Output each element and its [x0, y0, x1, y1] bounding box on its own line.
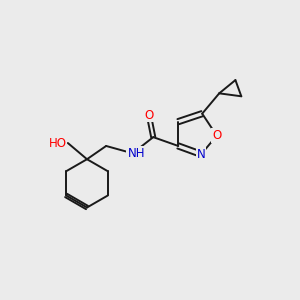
Text: O: O	[144, 109, 154, 122]
Text: HO: HO	[48, 136, 66, 149]
Text: N: N	[197, 148, 206, 161]
Text: O: O	[212, 129, 221, 142]
Text: NH: NH	[128, 147, 145, 160]
